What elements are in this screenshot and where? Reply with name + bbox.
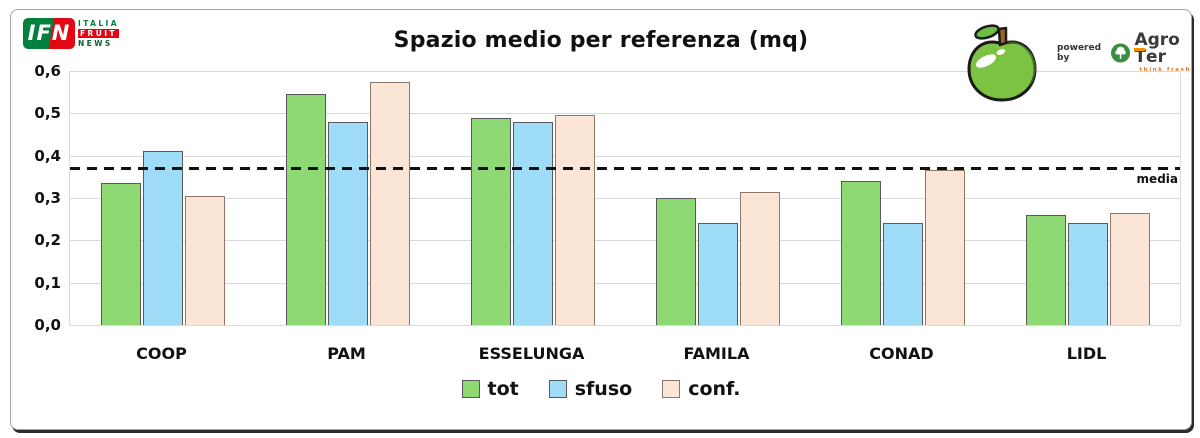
gridline — [70, 198, 1180, 199]
y-tick-label: 0,4 — [34, 146, 61, 165]
apple-illustration — [956, 20, 1048, 106]
agroter-name: AgroTer — [1134, 30, 1180, 67]
legend-swatch — [461, 380, 480, 398]
bar-conf-esselunga — [554, 115, 595, 325]
bar-conf-famila — [739, 191, 780, 325]
bar-group-famila — [625, 71, 810, 325]
chart-title: Spazio medio per referenza (mq) — [393, 28, 809, 53]
agroter-wordmark: AgroTer think fresh — [1134, 32, 1191, 73]
x-axis-label: COOP — [136, 344, 187, 363]
legend-label: conf. — [688, 378, 741, 400]
y-axis: 0,0 0,1 0,2 0,3 0,4 0,5 0,6 — [11, 62, 61, 334]
x-axis-label: ESSELUNGA — [478, 344, 585, 363]
gridline — [70, 155, 1180, 157]
ifn-line-italia: ITALIA — [78, 19, 119, 28]
chart-card: IFN ITALIA FRUIT NEWS Spazio medio per r… — [10, 9, 1192, 430]
bar-sfuso-esselunga — [512, 121, 553, 325]
ifn-badge: IFN — [23, 18, 75, 49]
y-tick-label: 0,0 — [34, 316, 61, 334]
bar-tot-esselunga — [470, 117, 511, 325]
ifn-wordmark: ITALIA FRUIT NEWS — [78, 19, 119, 48]
legend-swatch — [662, 380, 681, 398]
x-axis-label: LIDL — [1066, 344, 1107, 363]
bar-group-pam — [255, 71, 440, 325]
legend-label: tot — [487, 378, 519, 400]
legend-swatch — [548, 380, 567, 398]
bar-group-coop — [70, 71, 255, 325]
bar-sfuso-coop — [142, 151, 183, 325]
bar-conf-conad — [924, 170, 965, 325]
ifn-line-fruit: FRUIT — [78, 29, 119, 38]
agroter-tree-icon — [1111, 42, 1131, 63]
gridline — [70, 113, 1180, 115]
bar-sfuso-pam — [327, 121, 368, 325]
x-axis-label: FAMILA — [683, 344, 750, 363]
x-axis-labels: COOP PAM ESSELUNGA FAMILA CONAD LIDL — [69, 344, 1179, 363]
media-label: media — [1136, 172, 1178, 187]
legend-item-tot: tot — [461, 378, 519, 400]
y-tick-label: 0,2 — [34, 231, 61, 250]
y-tick-label: 0,1 — [34, 273, 61, 292]
bar-group-conad — [810, 71, 995, 325]
y-tick-label: 0,5 — [34, 104, 61, 123]
powered-by-block: powered by AgroTer think fresh — [1057, 32, 1191, 74]
bar-tot-conad — [840, 181, 881, 325]
gridline — [70, 325, 1180, 326]
legend: tot sfuso conf. — [11, 378, 1191, 400]
ifn-logo[interactable]: IFN ITALIA FRUIT NEWS — [23, 18, 119, 49]
bar-conf-coop — [184, 195, 225, 325]
bar-conf-lidl — [1109, 212, 1150, 325]
legend-item-sfuso: sfuso — [548, 378, 633, 400]
agroter-tagline: think fresh — [1139, 67, 1191, 73]
legend-label: sfuso — [574, 378, 633, 400]
bar-conf-pam — [369, 81, 410, 325]
bar-tot-lidl — [1025, 214, 1066, 325]
plot-area: media — [69, 71, 1181, 326]
bar-groups — [70, 71, 1180, 325]
bar-group-esselunga — [440, 71, 625, 325]
gridline — [70, 282, 1180, 284]
x-axis-label: PAM — [327, 344, 366, 363]
bar-tot-famila — [655, 198, 696, 325]
powered-by-label: powered by — [1057, 42, 1102, 63]
agroter-logo[interactable]: AgroTer think fresh — [1111, 32, 1191, 73]
ifn-abbr: IFN — [27, 21, 71, 45]
legend-item-conf: conf. — [662, 378, 740, 400]
gridline — [70, 71, 1180, 72]
bar-tot-coop — [100, 183, 141, 325]
bar-tot-pam — [285, 94, 326, 325]
gridline — [70, 240, 1180, 242]
ifn-line-news: NEWS — [78, 39, 113, 48]
bar-sfuso-famila — [697, 223, 738, 325]
y-tick-label: 0,3 — [34, 189, 61, 207]
apple-icon — [967, 24, 1037, 102]
media-dashed-line — [70, 167, 1180, 171]
x-axis-label: CONAD — [869, 344, 934, 363]
y-tick-label: 0,6 — [34, 62, 61, 80]
bar-sfuso-lidl — [1067, 223, 1108, 325]
bar-sfuso-conad — [882, 223, 923, 325]
bar-group-lidl — [995, 71, 1180, 325]
